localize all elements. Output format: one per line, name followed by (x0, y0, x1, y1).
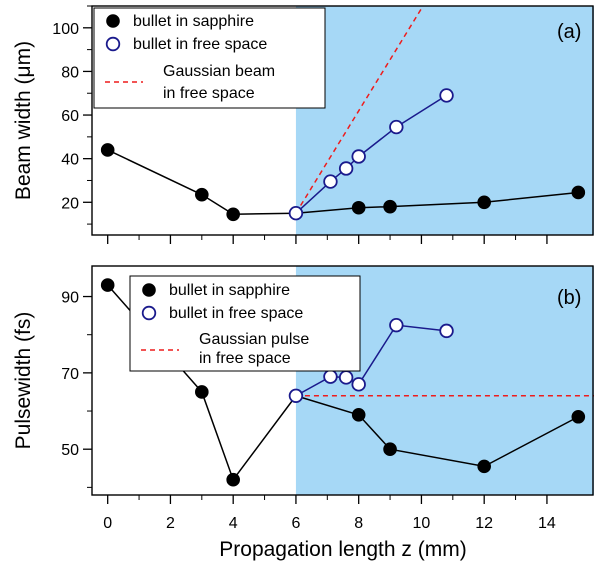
x-axis-title: Propagation length z (mm) (219, 538, 466, 561)
data-point-free-space-b (351, 377, 366, 392)
x-tick-label: 12 (475, 515, 493, 532)
legend-label-sapphire-b: bullet in sapphire (169, 282, 290, 299)
data-point-free-space-b (288, 388, 304, 403)
data-point-sapphire-a (351, 200, 366, 215)
data-point-free-space-a (338, 161, 354, 176)
y-axis-title-b: Pulsewidth (fs) (12, 312, 35, 450)
panel-a: 20 40 60 80 100 (a) Beam width (μm) bullet i… (12, 5, 594, 244)
plot-frame-b (91, 265, 594, 496)
series-line-1-a (295, 94, 447, 214)
x-tick-label: 14 (538, 515, 556, 532)
y-tick-label-a: 80 (61, 64, 79, 81)
legend-label-free-space-b: bullet in free space (169, 305, 303, 322)
data-point-free-space-b (338, 370, 354, 385)
x-tick-label: 6 (291, 515, 300, 532)
legend-label-gaussian-line2-a: in free space (163, 85, 255, 102)
legend-label-gaussian-line2-b: in free space (199, 350, 291, 367)
y-tick-label-a: 20 (61, 195, 79, 212)
data-point-free-space-a (351, 149, 366, 164)
x-tick-label: 8 (354, 515, 363, 532)
y-tick-label-b: 70 (61, 366, 79, 383)
legend-symbol-sapphire-b (142, 283, 156, 297)
data-point-sapphire-b (477, 459, 491, 474)
data-point-sapphire-a (100, 143, 115, 157)
legend-box-a (93, 7, 326, 109)
x-tick-label: 4 (229, 515, 238, 532)
shaded-region-a (295, 6, 594, 235)
panel-label-b: (b) (557, 287, 581, 309)
data-point-sapphire-b (351, 408, 366, 422)
data-point-free-space-b (389, 317, 404, 333)
data-point-sapphire-a (226, 207, 240, 222)
data-point-free-space-a (323, 174, 338, 189)
y-tick-label-b: 90 (61, 290, 79, 307)
data-point-free-space-b (439, 323, 454, 339)
x-tick-label: 10 (413, 515, 431, 532)
series-line-2-a (295, 6, 424, 214)
data-point-free-space-a (439, 88, 454, 103)
legend-b: bullet in sapphire bullet in free space … (129, 275, 361, 372)
plot-frame-a (91, 5, 594, 236)
data-point-sapphire-b (195, 385, 209, 399)
legend-box-b (129, 275, 361, 372)
data-point-sapphire-b (571, 409, 586, 424)
y-tick-label-a: 40 (61, 152, 79, 169)
legend-label-sapphire-a: bullet in sapphire (133, 13, 254, 30)
legend-label-free-space-a: bullet in free space (133, 36, 267, 53)
data-point-free-space-b (323, 369, 338, 384)
x-tick-label: 2 (166, 515, 175, 532)
legend-symbol-free-space-b (141, 305, 157, 321)
legend-symbol-sapphire-a (106, 14, 120, 28)
legend-label-gaussian-line1-b: Gaussian pulse (199, 331, 309, 348)
data-point-sapphire-b (383, 442, 397, 457)
data-point-sapphire-b (100, 278, 115, 292)
series-line-0-b (107, 284, 579, 482)
legend-a: bullet in sapphire bullet in free space … (93, 7, 326, 109)
data-point-free-space-a (389, 119, 404, 135)
data-point-sapphire-b (226, 472, 240, 487)
y-tick-label-b: 50 (61, 442, 79, 459)
data-point-sapphire-a (383, 199, 397, 214)
legend-label-gaussian-line1-a: Gaussian beam (163, 63, 275, 80)
panel-b: 0 2 4 6 8 10 12 14 50 70 90 (b) Pulsewidth (fs) Pr… (12, 265, 594, 561)
y-axis-title-a: Beam width (μm) (12, 41, 35, 200)
panel-label-a: (a) (557, 21, 581, 43)
data-point-free-space-a (288, 205, 304, 221)
data-point-sapphire-a (477, 195, 491, 210)
y-tick-label-a: 100 (52, 21, 79, 38)
data-point-sapphire-a (195, 187, 209, 202)
legend-symbol-free-space-a (105, 36, 121, 52)
x-tick-label: 0 (103, 515, 112, 532)
y-tick-label-a: 60 (61, 108, 79, 125)
data-point-sapphire-a (571, 185, 586, 200)
